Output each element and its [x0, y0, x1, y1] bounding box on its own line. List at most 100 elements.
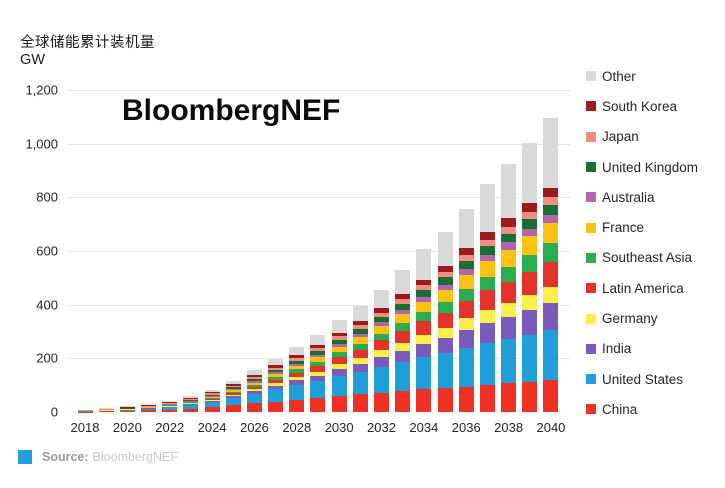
bar-segment-south-korea — [289, 355, 305, 359]
bar-segment-other — [479, 183, 495, 233]
bar-segment-south-korea — [543, 187, 559, 197]
legend-item-other: Other — [586, 61, 698, 91]
bar-segment-france — [310, 357, 326, 362]
bar-segment-france — [225, 390, 241, 392]
bar-segment-latin-america — [458, 301, 474, 319]
bar-segment-france — [331, 346, 347, 353]
bar-segment-southeast-asia — [268, 377, 284, 380]
bar-segment-china — [289, 399, 305, 412]
bar-segment-other — [331, 320, 347, 333]
bar-segment-south-korea — [225, 384, 241, 386]
bar-segment-germany — [458, 318, 474, 330]
stacked-bar-2033 — [395, 270, 411, 412]
y-tick-label: 800 — [36, 189, 58, 205]
bar-segment-southeast-asia — [352, 343, 368, 350]
legend-swatch-icon — [586, 71, 596, 82]
bar-segment-china — [458, 386, 474, 412]
bar-segment-australia — [395, 309, 411, 315]
stacked-bar-2039 — [522, 142, 538, 412]
bar-segment-southeast-asia — [522, 254, 538, 273]
bar-segment-japan — [289, 358, 305, 361]
legend-label: Other — [602, 68, 636, 84]
bar-segment-india — [395, 350, 411, 363]
legend-swatch-icon — [586, 404, 596, 415]
bar-segment-other — [225, 380, 241, 385]
legend-label: Japan — [602, 129, 639, 145]
bar-segment-united-states — [479, 342, 495, 385]
bar-segment-japan — [183, 398, 199, 400]
legend-swatch-icon — [586, 162, 596, 173]
gridline — [68, 304, 570, 306]
bar-segment-france — [204, 396, 220, 398]
x-tick-label: 2032 — [367, 420, 396, 435]
bar-segment-japan — [204, 393, 220, 395]
legend-swatch-icon — [586, 313, 596, 324]
stacked-bar-2034 — [416, 249, 432, 412]
bar-segment-germany — [501, 303, 517, 318]
bar-segment-latin-america — [437, 312, 453, 328]
bar-segment-other — [458, 208, 474, 249]
legend-swatch-icon — [586, 343, 596, 354]
bar-segment-india — [501, 317, 517, 340]
bar-segment-latin-america — [183, 402, 199, 404]
bar-segment-germany — [246, 388, 262, 392]
bar-segment-japan — [458, 255, 474, 262]
bar-segment-australia — [225, 388, 241, 391]
bar-segment-china — [479, 384, 495, 412]
bar-segment-japan — [268, 367, 284, 370]
x-tick-label: 2036 — [451, 420, 481, 435]
bar-segment-australia — [331, 343, 347, 347]
bar-segment-southeast-asia — [374, 333, 390, 341]
bar-segment-united-states — [98, 410, 114, 412]
y-tick-label: 1,000 — [25, 136, 58, 152]
gridline — [68, 197, 570, 199]
bar-segment-latin-america — [352, 349, 368, 358]
source-name-label: BloombergNEF — [92, 450, 178, 464]
bar-segment-southeast-asia — [331, 352, 347, 358]
legend-item-australia: Australia — [586, 182, 698, 212]
bar-segment-united-kingdom — [458, 261, 474, 270]
bar-segment-united-kingdom — [501, 233, 517, 243]
bar-segment-south-korea — [183, 397, 199, 399]
bar-segment-japan — [98, 409, 114, 410]
bar-segment-china — [162, 409, 178, 412]
x-tick-label: 2038 — [494, 420, 524, 435]
legend-label: United Kingdom — [602, 159, 699, 175]
bar-segment-south-korea — [522, 203, 538, 212]
bar-segment-united-states — [331, 376, 347, 396]
legend-label: France — [602, 220, 645, 236]
bar-segment-south-korea — [310, 345, 326, 349]
bar-segment-southeast-asia — [501, 266, 517, 283]
bar-segment-latin-america — [395, 331, 411, 343]
bar-segment-latin-america — [479, 290, 495, 310]
bar-segment-japan — [141, 405, 157, 407]
bar-segment-china — [543, 380, 559, 412]
bar-segment-southeast-asia — [310, 361, 326, 366]
bar-segment-india — [458, 329, 474, 348]
bar-segment-china — [310, 397, 326, 412]
bar-segment-france — [246, 382, 262, 385]
bar-segment-south-korea — [501, 218, 517, 227]
bar-segment-france — [352, 337, 368, 344]
stacked-bar-2031 — [352, 306, 368, 412]
stacked-bar-2032 — [374, 290, 390, 412]
bar-segment-united-states — [268, 389, 284, 402]
bar-segment-other — [501, 164, 517, 219]
stacked-bar-2028 — [289, 346, 305, 412]
bar-segment-other — [395, 270, 411, 295]
legend-label: Australia — [602, 189, 655, 205]
bar-segment-united-states — [310, 381, 326, 398]
bar-segment-southeast-asia — [183, 402, 199, 403]
bar-segment-india — [310, 375, 326, 382]
legend-item-united-states: United States — [586, 364, 698, 394]
bar-segment-united-kingdom — [331, 339, 347, 344]
stacked-bar-2024 — [204, 389, 220, 412]
bar-segment-india — [331, 369, 347, 377]
x-tick-label: 2018 — [70, 420, 100, 435]
bar-segment-china — [225, 405, 241, 412]
legend: Other South Korea Japan United Kingdom Austr… — [586, 61, 698, 425]
bar-segment-southeast-asia — [543, 242, 559, 263]
bar-segment-southeast-asia — [225, 391, 241, 393]
bar-segment-south-korea — [204, 391, 220, 394]
bar-segment-australia — [522, 228, 538, 237]
